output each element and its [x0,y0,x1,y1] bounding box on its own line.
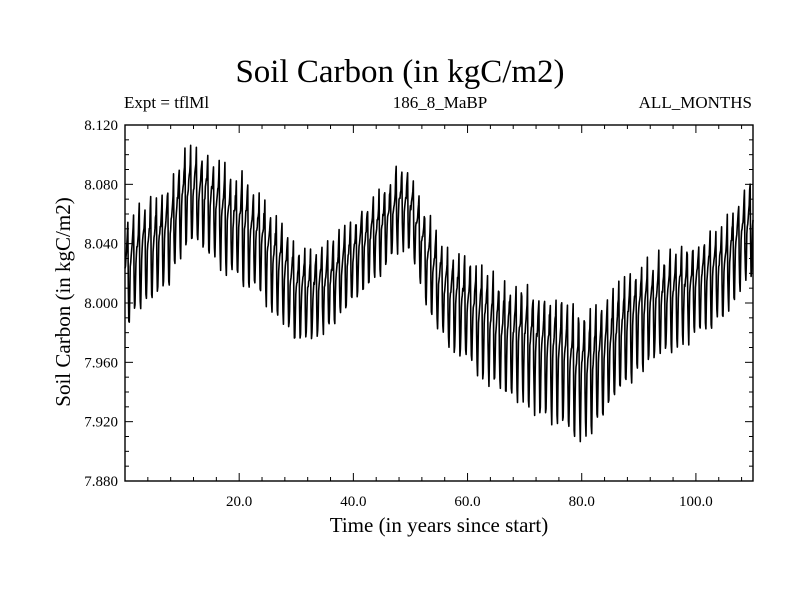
x-tick-label: 20.0 [226,494,252,510]
months-label: ALL_MONTHS [638,93,752,112]
x-tick-label: 80.0 [569,494,595,510]
y-tick-label: 7.920 [84,415,118,431]
x-tick-label: 40.0 [340,494,366,510]
x-tick-label: 100.0 [679,494,713,510]
x-tick-label: 60.0 [454,494,480,510]
y-tick-label: 8.080 [84,177,118,193]
x-axis-label: Time (in years since start) [329,513,549,537]
chart-title: Soil Carbon (in kgC/m2) [235,54,565,90]
y-tick-label: 8.000 [84,296,118,312]
y-axis-label: Soil Carbon (in kgC/m2) [51,197,75,407]
y-tick-label: 8.040 [84,237,118,253]
y-axis-ticks: 7.880 7.920 7.960 8.000 8.040 8.080 8.120 [84,118,753,490]
series-line-soil-carbon [124,144,754,443]
y-tick-label: 7.960 [84,355,118,371]
experiment-label: Expt = tflMl [124,93,210,112]
y-tick-label: 7.880 [84,474,118,490]
y-tick-label: 8.120 [84,118,118,134]
run-id-label: 186_8_MaBP [392,93,488,112]
x-axis-ticks: 20.0 40.0 60.0 80.0 100.0 [124,125,743,510]
